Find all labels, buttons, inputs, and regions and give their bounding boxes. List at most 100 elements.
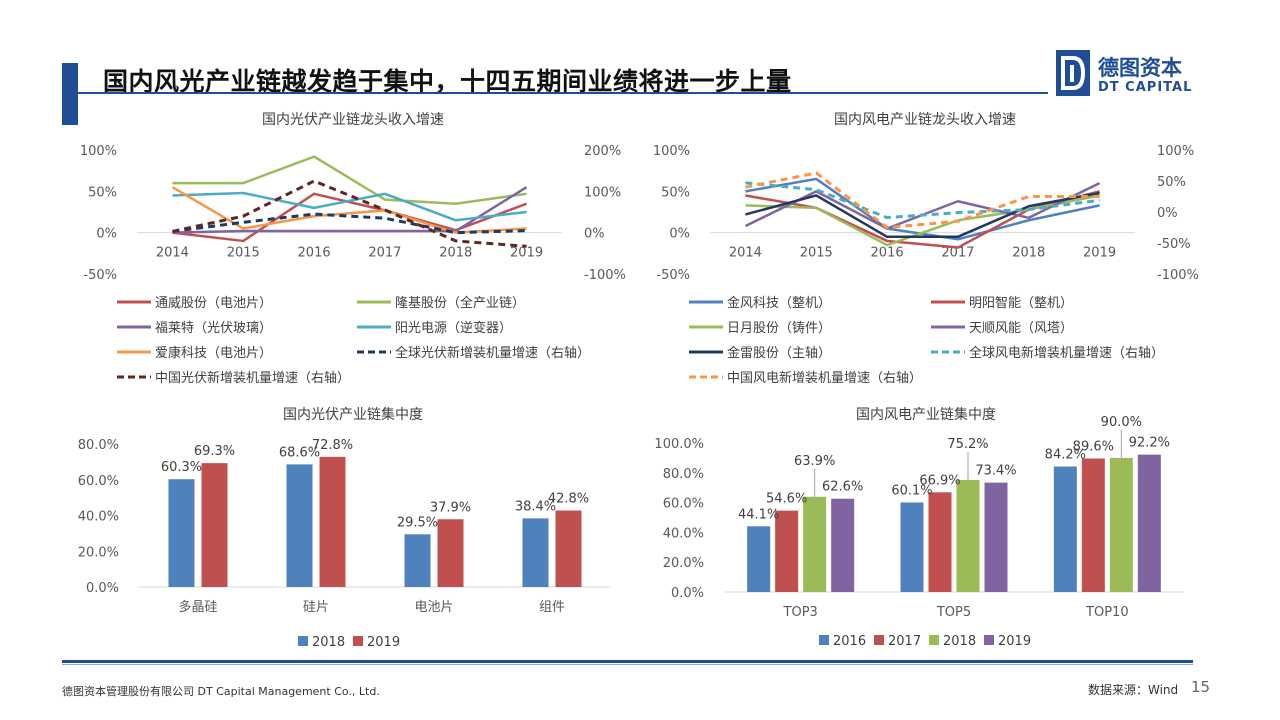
bar-data-label: 37.9% xyxy=(430,500,471,515)
bar-data-label: 73.4% xyxy=(975,464,1016,479)
y-tick-label: 0.0% xyxy=(671,586,704,601)
x-tick-label: 2018 xyxy=(1012,246,1045,261)
y-tick-label: 80.0% xyxy=(663,467,704,482)
bar xyxy=(1109,457,1133,592)
bar xyxy=(1053,466,1077,592)
y-tick-label: 40.0% xyxy=(663,526,704,541)
x-category-label: TOP3 xyxy=(783,605,818,620)
chart-title: 国内光伏产业链集中度 xyxy=(283,406,423,423)
y2-tick-label: 100% xyxy=(1157,144,1194,159)
y-tick-label: 0.0% xyxy=(86,581,119,596)
x-category-label: 电池片 xyxy=(414,600,453,615)
bar-data-label: 63.9% xyxy=(794,454,835,469)
x-tick-label: 2018 xyxy=(439,246,472,261)
bar xyxy=(928,492,952,592)
legend-label: 明阳智能（整机） xyxy=(969,296,1073,311)
company-logo: 德图资本 DT CAPITAL xyxy=(1056,50,1196,98)
data-source: 数据来源：Wind xyxy=(1088,683,1179,697)
legend-label: 2018 xyxy=(312,635,345,650)
bar xyxy=(803,496,827,592)
bar xyxy=(956,479,980,592)
series-line xyxy=(172,191,527,222)
legend-swatch xyxy=(353,636,363,646)
logo-chinese-name: 德图资本 xyxy=(1098,56,1182,80)
x-tick-label: 2015 xyxy=(800,246,833,261)
legend-label: 2016 xyxy=(833,634,866,649)
series-line xyxy=(172,186,528,234)
y-tick-label: 50% xyxy=(88,185,117,200)
y2-tick-label: 200% xyxy=(584,144,621,159)
bar xyxy=(831,498,855,592)
bar-data-label: 62.6% xyxy=(822,480,863,495)
bar-data-label: 75.2% xyxy=(947,437,988,452)
legend-label: 阳光电源（逆变器） xyxy=(395,320,512,336)
series-line xyxy=(745,191,1100,239)
bar xyxy=(555,510,582,587)
y-tick-label: 100% xyxy=(653,144,690,159)
series-line xyxy=(745,171,1100,229)
bar-data-label: 69.3% xyxy=(194,444,235,459)
bar xyxy=(747,526,771,592)
x-tick-label: 2014 xyxy=(729,246,762,261)
legend-label: 全球风电新增装机量增速（右轴） xyxy=(969,345,1164,361)
bar-data-label: 60.1% xyxy=(891,483,932,498)
y2-tick-label: 0% xyxy=(1157,206,1178,221)
y2-tick-label: 0% xyxy=(584,227,605,242)
legend-swatch xyxy=(819,635,829,645)
bar xyxy=(1137,454,1161,592)
x-category-label: TOP5 xyxy=(936,605,971,620)
legend-swatch xyxy=(874,635,884,645)
x-tick-label: 2016 xyxy=(871,246,904,261)
bar xyxy=(286,464,313,587)
legend-swatch xyxy=(929,635,939,645)
legend-label: 金雷股份（主轴） xyxy=(727,345,831,361)
legend-label: 爱康科技（电池片） xyxy=(155,345,272,361)
bar xyxy=(404,534,431,587)
page-number: 15 xyxy=(1191,678,1211,696)
legend-label: 日月股份（铸件） xyxy=(727,320,831,336)
y2-tick-label: -50% xyxy=(1157,237,1191,252)
x-tick-label: 2017 xyxy=(368,246,401,261)
legend-label: 2018 xyxy=(943,634,976,649)
legend-label: 中国光伏新增装机量增速（右轴） xyxy=(155,370,350,386)
x-category-label: 组件 xyxy=(539,600,565,615)
bar-data-label: 66.9% xyxy=(919,473,960,488)
dt-logo-icon xyxy=(1056,50,1090,96)
legend-label: 中国风电新增装机量增速（右轴） xyxy=(727,370,922,386)
series-line xyxy=(172,179,527,248)
y-tick-label: 0% xyxy=(669,227,690,242)
bar xyxy=(437,519,464,587)
bar xyxy=(984,482,1008,592)
bar xyxy=(1081,458,1105,592)
series-line xyxy=(171,186,527,234)
y-tick-label: 20.0% xyxy=(78,545,119,560)
legend-label: 通威股份（电池片） xyxy=(155,296,272,311)
y-tick-label: 100% xyxy=(80,144,117,159)
footer-company: 德图资本管理股份有限公司 DT Capital Management Co., … xyxy=(62,685,380,698)
logo-english-name: DT CAPITAL xyxy=(1098,80,1193,95)
x-category-label: 硅片 xyxy=(303,600,329,615)
chart-title: 国内光伏产业链龙头收入增速 xyxy=(262,112,444,128)
y-tick-label: 100.0% xyxy=(654,437,704,452)
legend-label: 2017 xyxy=(888,634,921,649)
y-tick-label: -50% xyxy=(83,268,117,283)
series-line xyxy=(745,181,1100,220)
bar-data-label: 89.6% xyxy=(1073,439,1114,454)
x-category-label: 多晶硅 xyxy=(178,599,217,615)
bar-data-label: 92.2% xyxy=(1129,436,1170,451)
y-tick-label: 0% xyxy=(96,227,117,242)
bar-data-label: 84.2% xyxy=(1045,448,1086,463)
y2-tick-label: 100% xyxy=(584,185,621,200)
legend-label: 2019 xyxy=(367,635,400,650)
legend-label: 天顺风能（风塔） xyxy=(969,321,1073,336)
bar xyxy=(201,463,228,587)
legend-label: 2019 xyxy=(998,634,1031,649)
bar-data-label: 38.4% xyxy=(515,499,556,514)
x-tick-label: 2019 xyxy=(1083,246,1116,261)
y2-tick-label: -100% xyxy=(1157,268,1199,283)
x-tick-label: 2014 xyxy=(156,246,189,261)
legend-swatch xyxy=(298,636,308,646)
footer-divider-thin xyxy=(62,664,1193,665)
bar xyxy=(900,502,924,592)
